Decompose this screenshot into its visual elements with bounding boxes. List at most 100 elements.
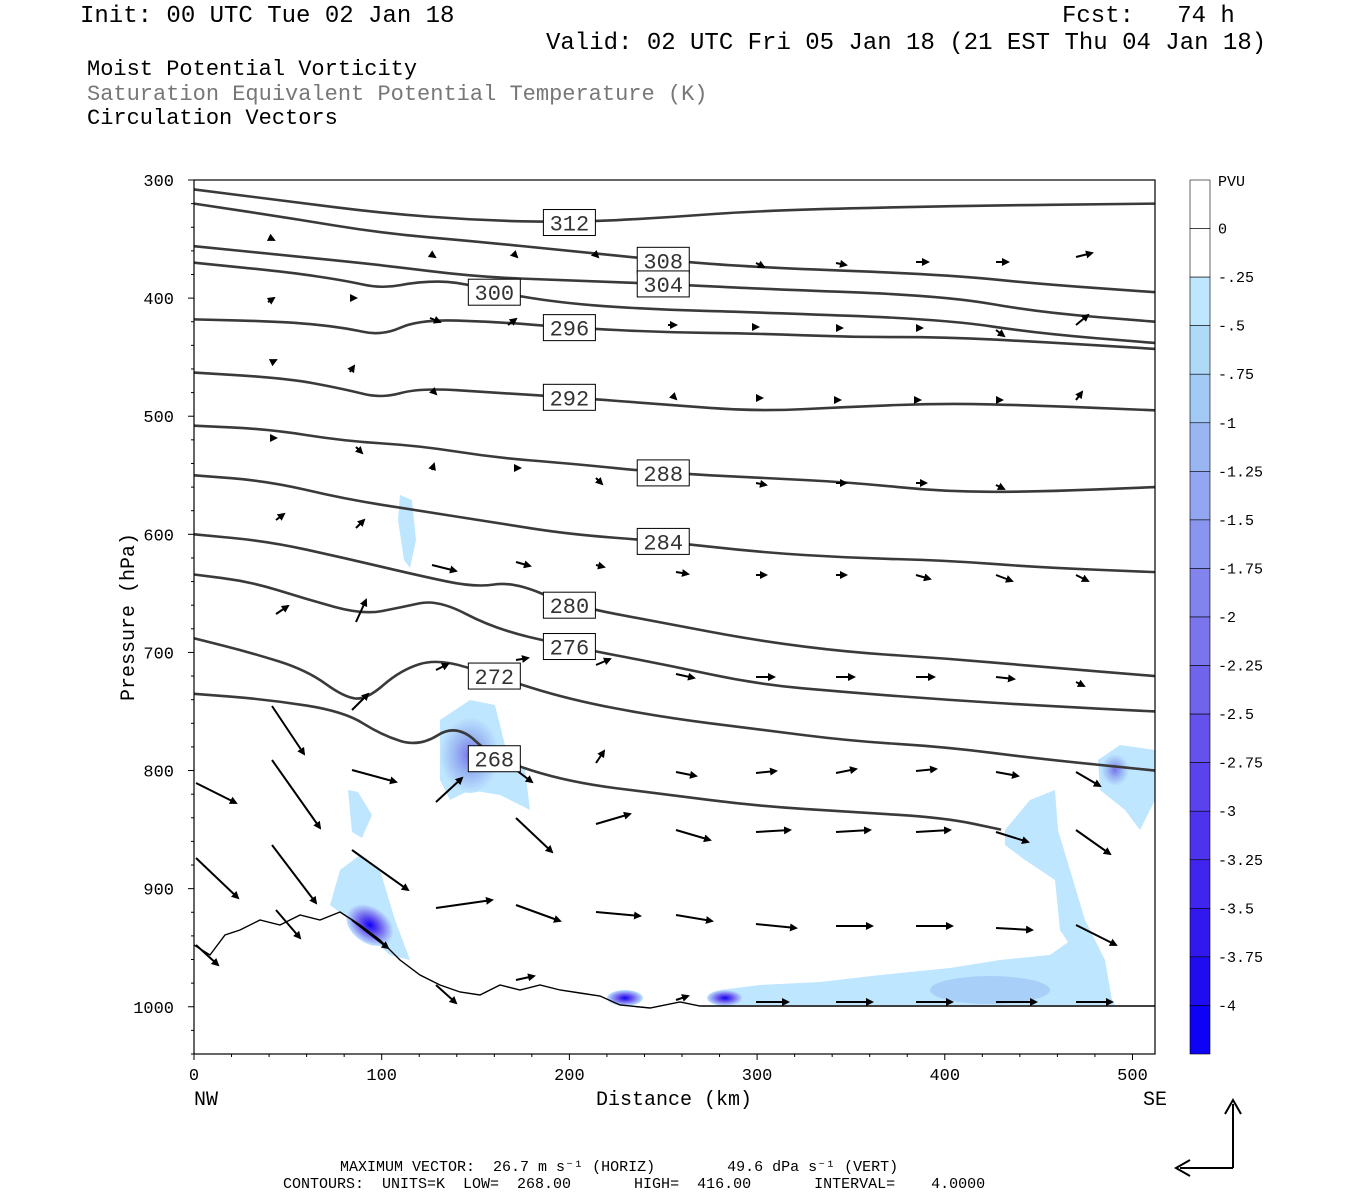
circulation-vector	[835, 259, 848, 268]
circulation-vector	[595, 811, 632, 825]
isentrope-284	[194, 473, 1155, 574]
colorbar-swatch	[1189, 616, 1211, 666]
colorbar-label: -3.25	[1218, 853, 1263, 870]
svg-text:276: 276	[550, 637, 590, 662]
contour-label-292: 292	[542, 383, 596, 412]
circulation-vector	[995, 770, 1020, 779]
y-tick-label: 800	[143, 764, 174, 783]
colorbar-swatch	[1189, 713, 1211, 763]
colorbar-swatch	[1189, 519, 1211, 569]
colorbar-unit: PVU	[1218, 174, 1245, 191]
colorbar-swatch	[1189, 1005, 1211, 1055]
circulation-vector	[435, 984, 458, 1005]
colorbar-label: -2.75	[1218, 756, 1263, 773]
isentrope-288	[194, 424, 1155, 494]
svg-text:272: 272	[475, 666, 515, 691]
circulation-vector	[915, 765, 938, 774]
circulation-vector	[995, 482, 1006, 490]
circulation-vector	[675, 994, 690, 1002]
contour-label-280: 280	[542, 591, 596, 620]
pv-core-surface-3	[930, 976, 1050, 1004]
colorbar-label: -2	[1218, 610, 1236, 627]
colorbar-swatch	[1189, 859, 1211, 909]
x-tick-label: 500	[1117, 1067, 1148, 1086]
x-tick-label: 0	[189, 1067, 199, 1086]
colorbar-label: -3.5	[1218, 901, 1254, 918]
pv-core-lower-left	[346, 904, 394, 946]
colorbar-label: -.5	[1218, 319, 1245, 336]
colorbar-swatch	[1189, 373, 1211, 424]
colorbar-swatch	[1189, 228, 1211, 278]
circulation-vector	[354, 445, 364, 455]
contour-label-284: 284	[636, 527, 690, 556]
svg-text:304: 304	[643, 274, 683, 299]
max-vector-note: MAXIMUM VECTOR: 26.7 m s⁻¹ (HORIZ) 49.6 …	[340, 1159, 899, 1176]
colorbar-label: -1.75	[1218, 561, 1263, 578]
circulation-vector	[275, 512, 286, 521]
circulation-vector	[755, 923, 798, 932]
circulation-vector	[428, 386, 438, 396]
colorbar-swatch	[1189, 956, 1211, 1006]
y-tick-label: 300	[143, 173, 174, 192]
isentrope-292	[194, 371, 1155, 412]
circulation-vector	[435, 663, 450, 671]
pv-core-surface-1	[607, 990, 643, 1006]
circulation-vector	[835, 826, 872, 835]
circulation-vector	[271, 759, 322, 830]
colorbar-label: -3	[1218, 804, 1236, 821]
svg-text:268: 268	[475, 749, 515, 774]
colorbar-swatch	[1189, 325, 1211, 375]
svg-text:300: 300	[475, 282, 515, 307]
circulation-vector	[835, 766, 858, 775]
circulation-vector	[668, 391, 678, 401]
circulation-vector	[595, 561, 606, 570]
circulation-vector	[515, 655, 530, 663]
circulation-vector	[429, 316, 442, 324]
x-end-label-se: SE	[1143, 1089, 1167, 1112]
circulation-vector	[1075, 924, 1118, 946]
circulation-vector	[271, 705, 306, 756]
circulation-vector	[915, 573, 932, 582]
circulation-vector	[675, 770, 698, 779]
circulation-vector	[351, 919, 390, 950]
circulation-vector	[271, 844, 318, 905]
circulation-vector	[1075, 390, 1084, 401]
circulation-vector	[428, 462, 436, 471]
colorbar-swatch	[1189, 179, 1211, 229]
terrain-outline	[193, 911, 1155, 1009]
circulation-vector	[515, 560, 532, 569]
field-title-pv: Moist Potential Vorticity	[87, 57, 418, 82]
colorbar-swatch	[1189, 908, 1211, 958]
init-time: Init: 00 UTC Tue 02 Jan 18	[80, 3, 455, 30]
pv-colorbar: PVU 0 -.25 -.5 -.75 -1 -1.25 -1.5 -1.75 -2 -2.25 -2…	[1189, 174, 1263, 1055]
isentrope-296	[194, 318, 1155, 351]
circulation-vector	[355, 598, 368, 623]
colorbar-label: -.75	[1218, 367, 1254, 384]
field-title-vectors: Circulation Vectors	[87, 106, 338, 131]
circulation-vector	[266, 233, 276, 241]
y-tick-label: 500	[143, 409, 174, 428]
circulation-vector	[347, 364, 356, 374]
circulation-vector	[195, 857, 240, 900]
circulation-vector	[195, 782, 238, 804]
svg-text:280: 280	[550, 595, 590, 620]
circulation-vector	[507, 317, 518, 326]
circulation-vector	[509, 249, 519, 259]
colorbar-swatch	[1189, 276, 1211, 326]
svg-text:296: 296	[550, 318, 590, 343]
isentrope-312	[194, 188, 1155, 224]
svg-text:312: 312	[550, 213, 590, 238]
circulation-vector	[675, 569, 690, 577]
circulation-vector	[755, 826, 792, 835]
y-tick-label: 400	[143, 291, 174, 310]
colorbar-label: -.25	[1218, 270, 1254, 287]
colorbar-swatch	[1189, 471, 1211, 521]
circulation-vector	[675, 672, 696, 681]
circulation-vector	[275, 909, 302, 940]
colorbar-label: -1.25	[1218, 464, 1263, 481]
circulation-vector	[995, 574, 1014, 583]
pv-region-small	[348, 790, 372, 838]
circulation-vector	[595, 911, 642, 920]
x-tick-label: 200	[554, 1067, 585, 1086]
pv-core-surface-2	[707, 990, 743, 1006]
